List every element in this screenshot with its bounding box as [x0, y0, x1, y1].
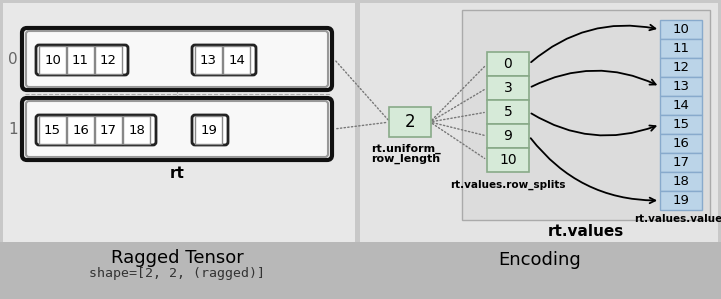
Text: rt.values: rt.values: [548, 225, 624, 239]
Bar: [39, 116, 66, 144]
FancyBboxPatch shape: [389, 107, 431, 137]
FancyBboxPatch shape: [660, 115, 702, 134]
Bar: [195, 46, 222, 74]
FancyBboxPatch shape: [660, 134, 702, 153]
Text: 0: 0: [8, 51, 18, 66]
Bar: [123, 116, 150, 144]
FancyBboxPatch shape: [22, 28, 332, 90]
Text: 16: 16: [72, 123, 89, 137]
Text: 13: 13: [673, 80, 689, 93]
FancyBboxPatch shape: [660, 77, 702, 96]
FancyBboxPatch shape: [660, 191, 702, 210]
Bar: [95, 116, 122, 144]
FancyBboxPatch shape: [660, 153, 702, 172]
Text: rt.values.row_splits: rt.values.row_splits: [450, 180, 566, 190]
Text: 18: 18: [673, 175, 689, 188]
Text: 14: 14: [228, 54, 245, 66]
Text: rt.uniform_: rt.uniform_: [371, 144, 441, 154]
Text: 2: 2: [404, 113, 415, 131]
FancyBboxPatch shape: [660, 96, 702, 115]
FancyBboxPatch shape: [660, 58, 702, 77]
Text: 16: 16: [673, 137, 689, 150]
Text: 17: 17: [673, 156, 689, 169]
Text: 5: 5: [504, 105, 513, 119]
Text: 9: 9: [503, 129, 513, 143]
FancyBboxPatch shape: [487, 100, 529, 124]
Bar: [0, 242, 721, 299]
FancyBboxPatch shape: [660, 172, 702, 191]
Bar: [462, 10, 710, 220]
Text: 17: 17: [100, 123, 117, 137]
Text: 10: 10: [673, 23, 689, 36]
Bar: [67, 116, 94, 144]
FancyBboxPatch shape: [660, 20, 702, 39]
Text: 19: 19: [673, 194, 689, 207]
Bar: [95, 46, 122, 74]
FancyBboxPatch shape: [36, 45, 128, 75]
Text: 13: 13: [200, 54, 217, 66]
FancyBboxPatch shape: [192, 45, 256, 75]
FancyBboxPatch shape: [22, 98, 332, 160]
Text: 10: 10: [499, 153, 517, 167]
Bar: [195, 116, 222, 144]
Text: 12: 12: [673, 61, 689, 74]
Text: rt: rt: [169, 167, 185, 181]
Text: rt.values.values: rt.values.values: [634, 214, 721, 224]
Text: 19: 19: [200, 123, 217, 137]
Bar: [223, 46, 250, 74]
FancyBboxPatch shape: [192, 115, 228, 145]
FancyBboxPatch shape: [487, 52, 529, 76]
Text: 3: 3: [504, 81, 513, 95]
Bar: [360, 3, 718, 242]
Text: Encoding: Encoding: [499, 251, 581, 269]
FancyBboxPatch shape: [487, 124, 529, 148]
Text: row_length: row_length: [371, 154, 441, 164]
Bar: [3, 3, 355, 242]
FancyBboxPatch shape: [487, 76, 529, 100]
Text: 15: 15: [44, 123, 61, 137]
Bar: [67, 46, 94, 74]
FancyBboxPatch shape: [26, 31, 328, 87]
Text: 12: 12: [100, 54, 117, 66]
FancyBboxPatch shape: [660, 39, 702, 58]
Text: 14: 14: [673, 99, 689, 112]
FancyBboxPatch shape: [487, 148, 529, 172]
Text: 0: 0: [504, 57, 513, 71]
Text: 11: 11: [673, 42, 689, 55]
FancyBboxPatch shape: [36, 115, 156, 145]
FancyBboxPatch shape: [26, 101, 328, 157]
Text: 15: 15: [673, 118, 689, 131]
Text: 10: 10: [44, 54, 61, 66]
Text: shape=[2, 2, (ragged)]: shape=[2, 2, (ragged)]: [89, 268, 265, 280]
Text: Ragged Tensor: Ragged Tensor: [110, 249, 244, 267]
Text: 11: 11: [72, 54, 89, 66]
Bar: [39, 46, 66, 74]
Text: 18: 18: [128, 123, 145, 137]
Text: 1: 1: [8, 121, 18, 137]
